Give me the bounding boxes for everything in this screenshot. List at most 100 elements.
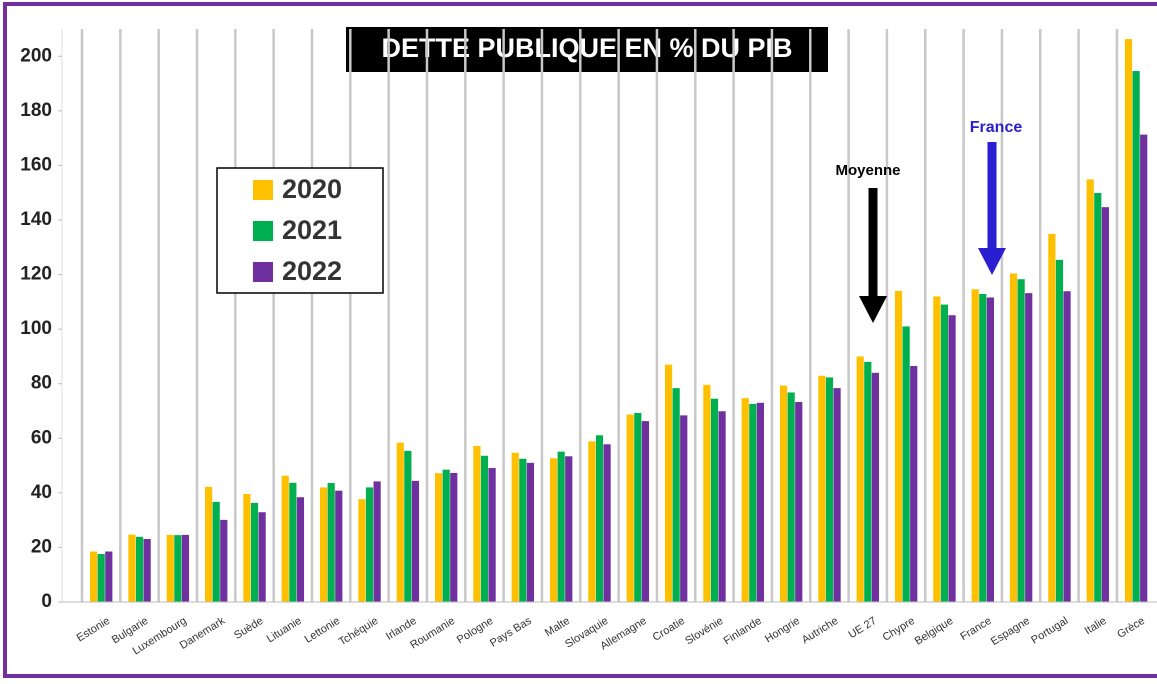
bar: [181, 534, 190, 602]
bar: [971, 289, 979, 602]
arrow-head: [978, 248, 1006, 275]
bar: [749, 403, 757, 602]
bar: [105, 551, 113, 602]
legend-label: 2022: [282, 256, 342, 286]
bar: [488, 468, 496, 602]
bar: [856, 356, 864, 602]
bar: [1055, 259, 1064, 602]
bar: [90, 551, 98, 602]
bar: [289, 482, 297, 602]
bar: [1086, 179, 1094, 602]
bar: [979, 293, 987, 602]
bar: [1132, 71, 1140, 602]
bar: [1063, 291, 1071, 602]
bar: [281, 475, 289, 602]
bar: [1140, 134, 1148, 603]
bar: [258, 512, 266, 602]
bar: [948, 315, 956, 602]
x-tick-label: Espagne: [989, 615, 1032, 648]
bar: [703, 384, 711, 602]
bar: [626, 414, 634, 602]
legend-swatch: [253, 262, 273, 282]
bar: [741, 398, 749, 602]
bar: [871, 372, 879, 602]
bar: [825, 377, 834, 602]
bar: [519, 458, 527, 602]
bar: [549, 458, 558, 602]
bar: [595, 435, 604, 602]
y-tick-label: 60: [31, 427, 52, 448]
bar: [319, 487, 328, 602]
bar: [204, 486, 213, 602]
bar: [473, 445, 481, 602]
bar: [910, 365, 918, 602]
bar: [480, 455, 489, 602]
x-tick-label: Croatie: [651, 615, 687, 644]
bar: [557, 451, 565, 602]
bar: [212, 501, 220, 602]
y-tick-label: 200: [20, 45, 52, 66]
x-tick-label: Estonie: [75, 615, 112, 645]
bar: [335, 490, 343, 602]
x-tick-label: Tchéquie: [337, 615, 381, 649]
bar: [940, 304, 949, 602]
bar: [1124, 39, 1133, 603]
bar: [588, 441, 596, 602]
y-tick-label: 100: [20, 318, 52, 339]
bar: [220, 519, 228, 602]
y-tick-label: 180: [20, 100, 52, 121]
bar: [450, 472, 458, 602]
bar: [641, 421, 650, 602]
bar: [864, 361, 872, 602]
annotation: Moyenne: [835, 162, 900, 179]
bar: [664, 364, 673, 602]
annotation: France: [970, 119, 1023, 136]
bar: [818, 375, 826, 602]
bar: [365, 487, 374, 602]
bar: [672, 388, 680, 602]
bar: [833, 388, 841, 602]
bar: [756, 402, 765, 602]
y-tick-label: 120: [20, 264, 52, 285]
y-tick-label: 40: [31, 482, 52, 503]
x-tick-label: Lettonie: [303, 615, 343, 646]
bar: [327, 483, 335, 602]
x-tick-label: Finlande: [722, 615, 764, 648]
bar: [250, 502, 259, 602]
bar: [442, 469, 450, 602]
bar: [1017, 279, 1025, 602]
bar: [986, 297, 994, 602]
bar: [565, 456, 573, 602]
legend-label: 2021: [282, 215, 342, 245]
y-tick-label: 20: [31, 536, 52, 557]
legend-swatch: [253, 221, 273, 241]
bar: [933, 296, 941, 602]
bar: [710, 398, 719, 602]
bar: [404, 450, 412, 602]
arrow-head: [859, 296, 887, 323]
bar: [166, 534, 174, 602]
bar: [143, 538, 151, 602]
bar: [1009, 273, 1018, 602]
bar: [603, 444, 611, 602]
legend-swatch: [253, 180, 273, 200]
bar: [358, 499, 366, 602]
bar: [902, 326, 910, 602]
bar: [174, 535, 182, 602]
bar: [128, 534, 136, 602]
bar: [373, 481, 381, 602]
x-tick-label: Portugal: [1029, 615, 1070, 647]
bar: [680, 415, 688, 602]
x-tick-label: UE 27: [846, 615, 878, 641]
bar: [526, 462, 535, 602]
bar: [135, 536, 144, 602]
bar: [795, 401, 803, 602]
x-tick-label: Chypre: [881, 615, 917, 644]
x-tick-label: Autriche: [800, 615, 841, 647]
x-tick-label: Pays Bas: [488, 615, 534, 650]
legend-box: [216, 167, 384, 294]
bar: [511, 452, 519, 602]
legend: 2020 2021 2022: [253, 174, 342, 286]
y-tick-label: 80: [31, 373, 52, 394]
